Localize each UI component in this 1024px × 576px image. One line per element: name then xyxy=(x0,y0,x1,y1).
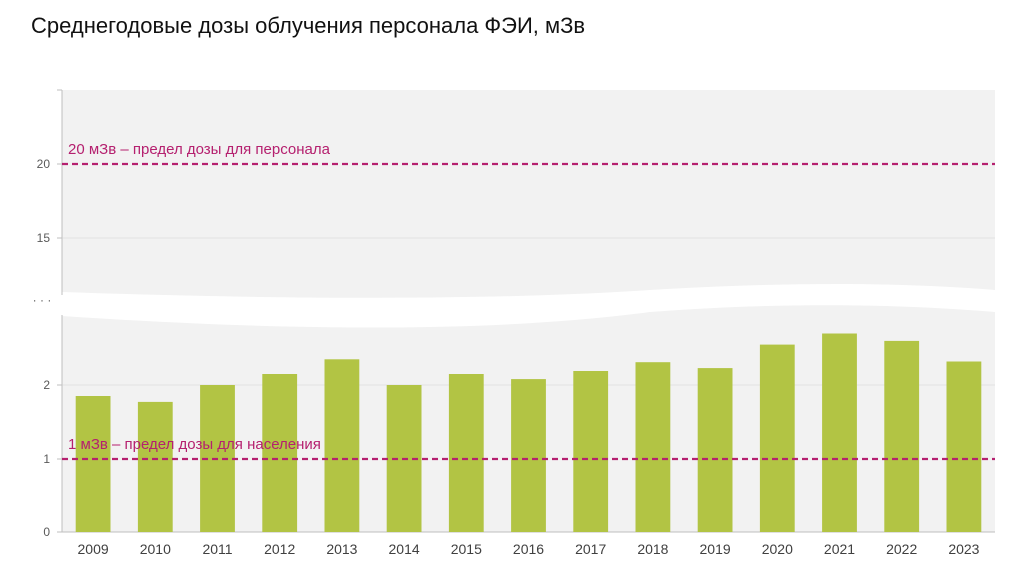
bar-2009 xyxy=(75,396,111,532)
bar-2015 xyxy=(448,374,484,532)
x-tick-label-2014: 2014 xyxy=(389,541,420,557)
bar-2013 xyxy=(324,359,360,532)
x-tick-label-2021: 2021 xyxy=(824,541,855,557)
bar-2020 xyxy=(759,344,795,532)
x-tick-label-2010: 2010 xyxy=(140,541,171,557)
bar-2016 xyxy=(511,379,546,532)
bar-2010 xyxy=(137,401,173,532)
bar-2018 xyxy=(635,362,671,532)
x-tick-label-2017: 2017 xyxy=(575,541,606,557)
bar-2021 xyxy=(822,333,857,532)
x-tick-labels: 2009 2010 2011 2012 2013 2014 2015 2016 2017 2018… xyxy=(78,541,980,557)
x-tick-label-2019: 2019 xyxy=(700,541,731,557)
bar-2019 xyxy=(697,368,733,532)
y-tick-label-2: 2 xyxy=(43,378,50,392)
y-tick-label-1: 1 xyxy=(43,452,50,466)
x-tick-label-2020: 2020 xyxy=(762,541,793,557)
bar-series xyxy=(75,333,982,532)
x-tick-label-2013: 2013 xyxy=(326,541,357,557)
axis-break-marker: · · · xyxy=(33,293,52,307)
x-tick-label-2015: 2015 xyxy=(451,541,482,557)
reference-label-1: 1 мЗв – предел дозы для населения xyxy=(68,436,321,453)
x-tick-label-2018: 2018 xyxy=(637,541,668,557)
x-tick-label-2009: 2009 xyxy=(78,541,109,557)
bar-2022 xyxy=(884,340,920,532)
y-tick-label-0: 0 xyxy=(43,525,50,539)
x-tick-label-2011: 2011 xyxy=(202,541,232,557)
bar-2023 xyxy=(946,361,982,532)
y-tick-label-15: 15 xyxy=(37,231,51,245)
chart-title: Среднегодовые дозы облучения персонала Ф… xyxy=(31,13,586,38)
x-tick-label-2012: 2012 xyxy=(264,541,295,557)
bar-2012 xyxy=(262,374,298,532)
reference-label-20: 20 мЗв – предел дозы для персонала xyxy=(68,141,331,158)
y-tick-label-20: 20 xyxy=(37,157,51,171)
x-tick-label-2022: 2022 xyxy=(886,541,917,557)
upper-plot-area xyxy=(62,90,995,298)
y-tick-marks xyxy=(57,89,62,533)
x-tick-label-2016: 2016 xyxy=(513,541,544,557)
bar-2017 xyxy=(573,371,609,532)
x-tick-label-2023: 2023 xyxy=(948,541,979,557)
